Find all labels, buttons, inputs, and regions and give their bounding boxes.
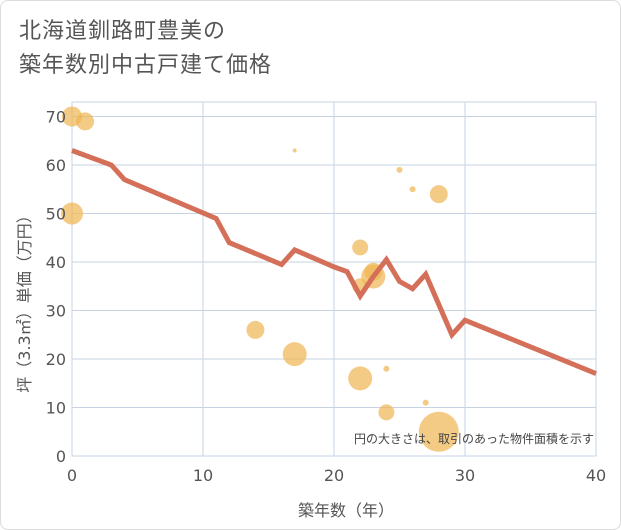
- y-tick-label-60: 60: [46, 156, 66, 175]
- y-tick-label-40: 40: [46, 253, 66, 272]
- scatter-point-11: [246, 320, 265, 339]
- y-tick-label-10: 10: [46, 399, 66, 418]
- grid-lines: [71, 101, 597, 457]
- x-axis-label: 築年数（年）: [298, 501, 394, 520]
- x-tick-label-40: 40: [586, 466, 606, 485]
- scatter-point-4: [396, 166, 403, 173]
- y-tick-label-20: 20: [46, 350, 66, 369]
- scatter-point-1: [76, 112, 95, 131]
- scatter-points: [61, 106, 459, 452]
- trend-line-group: [71, 148, 597, 376]
- scatter-point-3: [292, 148, 297, 153]
- scatter-point-2: [61, 202, 83, 225]
- y-tick-label-0: 0: [56, 447, 66, 466]
- tick-labels: 0 10 20 30 40 50 60 70 0 10 20 30 40: [46, 108, 607, 485]
- x-tick-label-20: 20: [324, 466, 344, 485]
- x-tick-label-0: 0: [67, 466, 77, 485]
- scatter-point-14: [383, 365, 390, 372]
- scatter-point-12: [282, 342, 307, 367]
- scatter-point-15: [422, 399, 429, 406]
- scatter-point-5: [409, 186, 416, 193]
- chart-title-line-2: 築年数別中古戸建て価格: [19, 53, 273, 78]
- y-tick-label-70: 70: [46, 108, 66, 127]
- size-note: 円の大きさは、取引のあった物件面積を示す: [354, 431, 594, 446]
- scatter-point-16: [378, 404, 395, 421]
- y-tick-label-50: 50: [46, 205, 66, 224]
- scatter-point-17: [418, 411, 459, 452]
- chart-title-line-1: 北海道釧路町豊美の: [19, 19, 227, 44]
- scatter-point-13: [348, 366, 373, 391]
- plot-border: [71, 101, 597, 457]
- scatter-point-6: [429, 185, 448, 204]
- x-tick-label-30: 30: [455, 466, 475, 485]
- scatter-point-7: [352, 239, 369, 256]
- chart-title: 北海道釧路町豊美の 築年数別中古戸建て価格: [19, 15, 272, 83]
- y-axis-label: 坪（3.3㎡）単価（万円）: [15, 207, 34, 392]
- x-tick-label-10: 10: [193, 466, 213, 485]
- y-tick-label-30: 30: [46, 302, 66, 321]
- trend-line-0: [71, 148, 597, 376]
